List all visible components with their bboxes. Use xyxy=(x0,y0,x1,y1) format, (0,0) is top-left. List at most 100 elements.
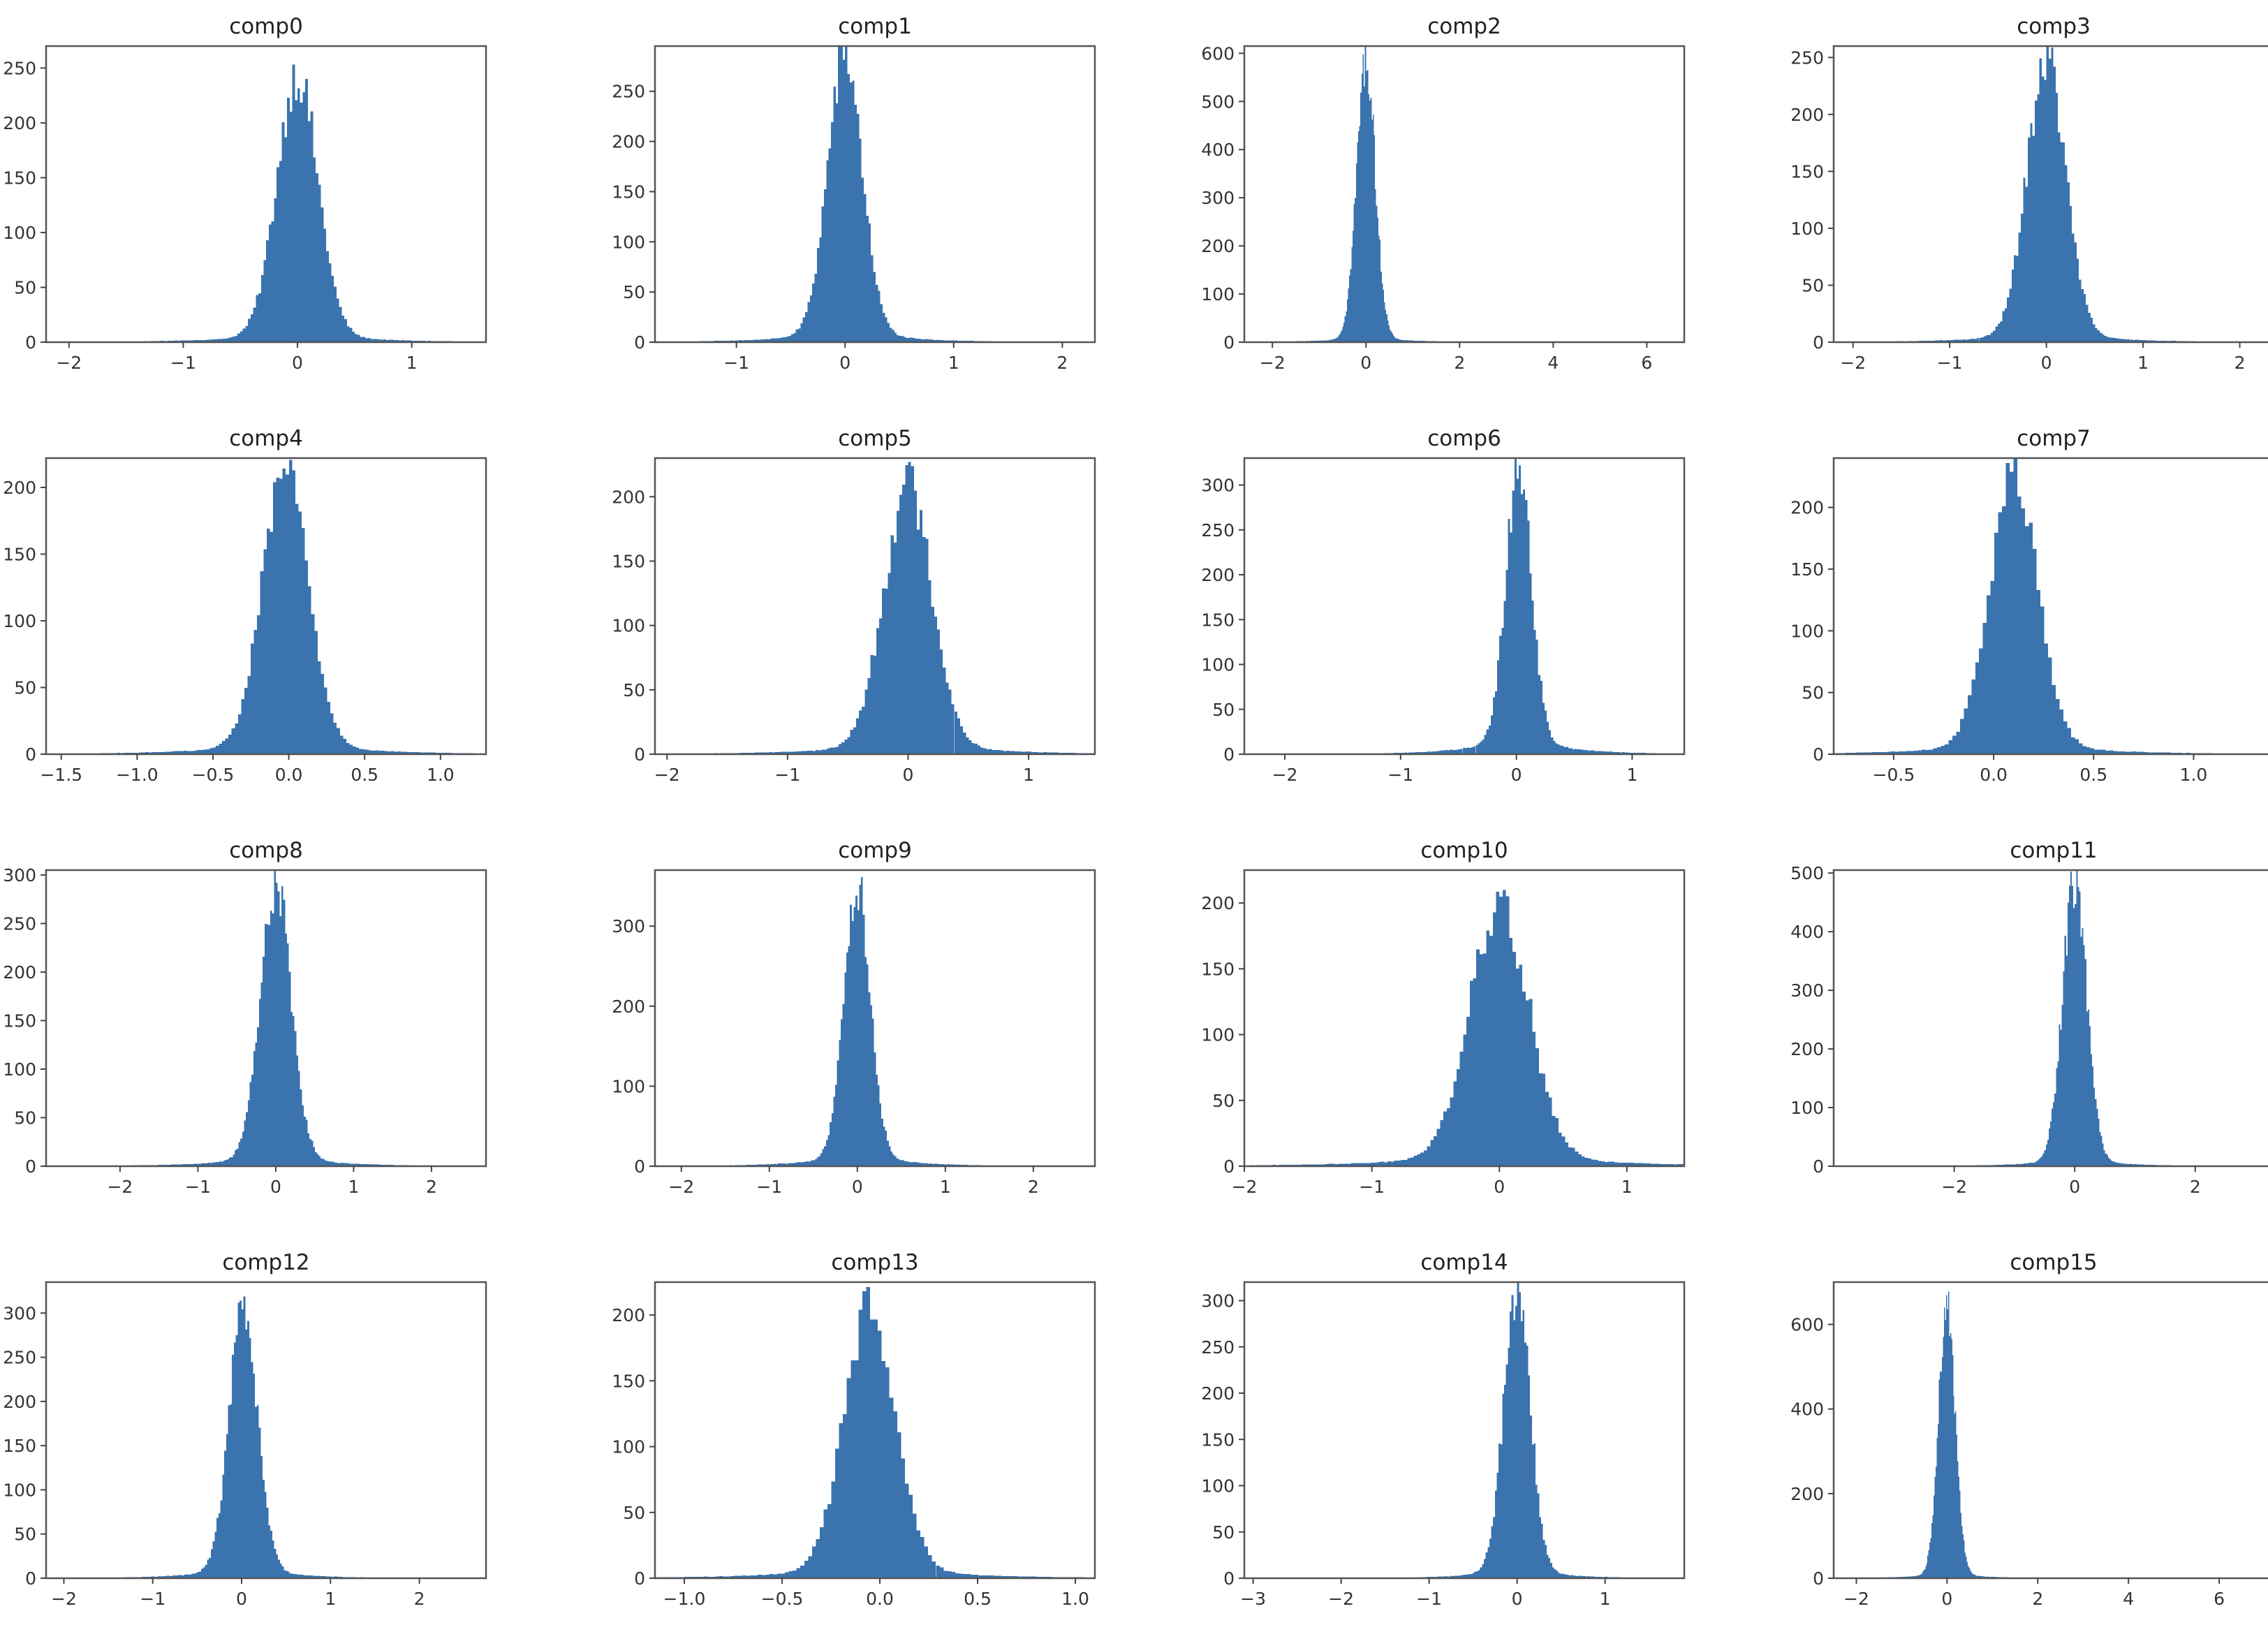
histogram-bar xyxy=(1574,1575,1577,1578)
y-tick-label: 300 xyxy=(1201,1291,1235,1311)
histogram-bar xyxy=(276,1554,279,1578)
histogram-bar xyxy=(290,1012,293,1166)
histogram-bar xyxy=(1516,478,1519,754)
x-tick-label: 1 xyxy=(406,353,418,373)
histogram-bar xyxy=(1024,751,1027,754)
histogram-bar xyxy=(200,1163,203,1166)
histogram-bar xyxy=(1533,1443,1536,1578)
histogram-bar xyxy=(1542,1539,1545,1578)
histogram-bar xyxy=(994,1575,998,1578)
histogram-bars-comp14 xyxy=(1394,1282,1634,1578)
histogram-bar xyxy=(302,527,305,754)
histogram-bar xyxy=(1979,1575,1980,1578)
histogram-bar xyxy=(190,751,193,754)
histogram-bar xyxy=(178,1575,180,1578)
histogram-bar xyxy=(2098,749,2103,754)
histogram-bar xyxy=(983,748,987,754)
histogram-bar xyxy=(1461,1575,1464,1578)
histogram-bar xyxy=(2054,1094,2056,1166)
histogram-bar xyxy=(1538,1073,1542,1166)
histogram-bar xyxy=(901,1458,905,1578)
histogram-bar xyxy=(940,1163,943,1166)
x-tick-label: −1 xyxy=(1937,353,1963,373)
histogram-bar xyxy=(858,1309,862,1578)
histogram-bar xyxy=(831,1113,834,1166)
histogram-bar xyxy=(1604,1161,1608,1166)
histogram-bar xyxy=(255,1042,258,1166)
histogram-bar xyxy=(260,982,263,1166)
histogram-bar xyxy=(283,899,286,1166)
histogram-bar xyxy=(1720,1165,1723,1166)
histogram-bar xyxy=(222,741,226,754)
histogram-bar xyxy=(341,1163,344,1166)
histogram-bar xyxy=(286,943,289,1166)
histogram-bar xyxy=(1975,662,1980,754)
histogram-bar xyxy=(2093,324,2096,342)
histogram-bar xyxy=(1531,600,1534,754)
histogram-bar xyxy=(2125,339,2128,342)
histogram-bar xyxy=(1450,749,1452,754)
chart-title: comp10 xyxy=(1420,838,1508,863)
histogram-bar xyxy=(202,1163,205,1166)
histogram-bars-comp2 xyxy=(1253,46,1479,342)
histogram-bar xyxy=(365,749,369,754)
histogram-bar xyxy=(2017,496,2022,754)
histogram-bar xyxy=(302,1105,304,1166)
histogram-bar xyxy=(212,1162,214,1166)
histogram-bar xyxy=(164,751,168,754)
histogram-bar xyxy=(867,964,869,1166)
histogram-bar xyxy=(272,913,274,1166)
y-tick-label: 500 xyxy=(1790,863,1824,883)
histogram-bar xyxy=(827,748,830,754)
histogram-bar xyxy=(1577,1575,1580,1578)
histogram-bar xyxy=(742,1575,746,1578)
histogram-bar xyxy=(788,1163,791,1166)
histogram-bar xyxy=(235,1150,237,1166)
histogram-bar xyxy=(295,503,299,754)
plot-frame xyxy=(1832,45,2268,344)
histogram-bar xyxy=(1413,752,1415,754)
histogram-bar xyxy=(1644,1163,1648,1166)
histogram-bar xyxy=(1446,1108,1450,1166)
histogram-bar xyxy=(1390,329,1391,342)
histogram-bar xyxy=(827,1503,832,1578)
histogram-bar xyxy=(313,157,316,342)
histogram-bar xyxy=(862,1291,867,1578)
histogram-bar xyxy=(2128,751,2133,754)
histogram-bar xyxy=(798,1162,800,1166)
histogram-bar xyxy=(1038,752,1042,754)
histogram-bar xyxy=(918,1163,920,1166)
x-tick-label: −2 xyxy=(1328,1589,1354,1609)
histogram-bar xyxy=(197,1571,200,1578)
histogram-bar xyxy=(1520,1321,1523,1578)
histogram-bar xyxy=(920,339,923,342)
histogram-bar xyxy=(1430,751,1433,754)
histogram-bar xyxy=(2076,870,2078,1166)
histogram-bar xyxy=(2081,288,2084,342)
histogram-bar xyxy=(812,751,816,754)
histogram-bar xyxy=(892,1154,894,1166)
histogram-bar xyxy=(1331,1163,1335,1166)
x-tick-label: 0 xyxy=(292,353,303,373)
histogram-bar xyxy=(1364,87,1365,342)
histogram-bar xyxy=(1536,1485,1538,1578)
x-tick-label: 2 xyxy=(1454,353,1465,373)
histogram-bar xyxy=(1006,750,1010,754)
histogram-bar xyxy=(2010,1164,2012,1166)
histogram-bar xyxy=(2151,752,2156,754)
histogram-bar xyxy=(263,956,265,1166)
histogram-bar xyxy=(901,336,904,342)
histogram-bar xyxy=(2100,332,2103,342)
histogram-bar xyxy=(859,710,862,754)
histogram-bar xyxy=(238,1142,241,1166)
histogram-bar xyxy=(831,1481,836,1578)
histogram-bar xyxy=(1035,752,1038,754)
histogram-bar xyxy=(1505,1365,1508,1578)
histogram-bar xyxy=(888,573,891,754)
histogram-bar xyxy=(360,337,363,342)
histogram-bar xyxy=(2094,749,2098,754)
histogram-bar xyxy=(307,1575,309,1578)
histogram-bar xyxy=(730,1575,735,1578)
histogram-bar xyxy=(348,1163,351,1166)
